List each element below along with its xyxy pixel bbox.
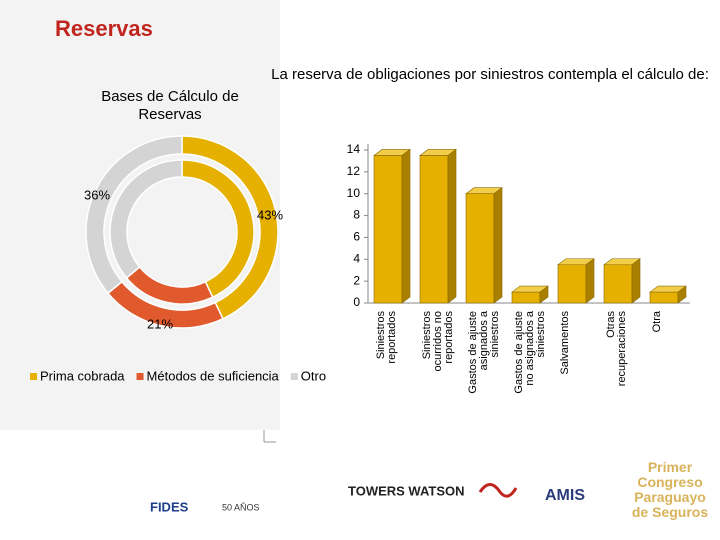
y-tick-label: 0 bbox=[353, 295, 360, 309]
donut-slice bbox=[85, 135, 183, 295]
logo-congreso: Primer Congreso Paraguayo de Seguros bbox=[631, 459, 709, 520]
tw-swirl bbox=[478, 483, 518, 498]
bar-side bbox=[401, 148, 411, 304]
bar bbox=[649, 291, 679, 304]
y-tick-label: 8 bbox=[353, 208, 360, 222]
slide-title: Reservas bbox=[55, 16, 153, 41]
bar-title: La reserva de obligaciones por siniestro… bbox=[271, 66, 709, 83]
y-tick-label: 14 bbox=[347, 142, 361, 156]
x-tick-label: Otra bbox=[651, 311, 663, 333]
legend-swatch bbox=[136, 373, 144, 380]
bar-side bbox=[493, 187, 503, 304]
data-label: 43% bbox=[257, 207, 283, 222]
x-tick-label: Gastos de ajuste asignados a siniestros bbox=[467, 311, 501, 394]
donut-slice bbox=[109, 159, 183, 279]
data-label: 21% bbox=[147, 316, 173, 331]
x-tick-label: Siniestros reportados bbox=[375, 311, 398, 364]
logo-amis: AMIS bbox=[545, 487, 585, 504]
x-tick-label: Salvamentos bbox=[559, 311, 571, 375]
y-tick-label: 6 bbox=[353, 230, 360, 244]
texture-panel bbox=[0, 0, 280, 430]
x-tick-label: Siniestros ocurridos no reportados bbox=[421, 311, 455, 372]
y-tick-label: 4 bbox=[353, 251, 360, 265]
donut-title: Bases de Cálculo de Reservas bbox=[101, 88, 239, 123]
legend-label: Prima cobrada bbox=[40, 368, 125, 383]
bar-side bbox=[585, 258, 595, 304]
logo-fides: FIDES bbox=[150, 499, 189, 514]
y-tick-label: 10 bbox=[347, 186, 361, 200]
bar bbox=[465, 193, 495, 304]
y-tick-label: 12 bbox=[347, 164, 361, 178]
bar bbox=[603, 264, 633, 304]
bar bbox=[511, 291, 541, 304]
bar bbox=[557, 264, 587, 304]
logo-towers-watson: TOWERS WATSON bbox=[348, 483, 465, 498]
x-tick-label: Otras recuperaciones bbox=[605, 311, 628, 387]
legend-swatch bbox=[290, 373, 298, 380]
bar-side bbox=[539, 285, 549, 304]
bar-side bbox=[447, 148, 457, 304]
x-tick-label: Gastos de ajuste no asignados a siniestr… bbox=[513, 311, 547, 394]
bar bbox=[419, 155, 449, 304]
legend-label: Otro bbox=[301, 368, 326, 383]
y-tick-label: 2 bbox=[353, 273, 360, 287]
bar-side bbox=[631, 258, 641, 304]
data-label: 36% bbox=[84, 187, 110, 202]
bar-title-text: La reserva de obligaciones por siniestro… bbox=[271, 66, 709, 83]
bar-side bbox=[677, 285, 687, 304]
logo-50: 50 AÑOS bbox=[222, 502, 260, 512]
legend-swatch bbox=[30, 373, 37, 380]
bar bbox=[373, 155, 403, 304]
legend-label: Métodos de suficiencia bbox=[147, 368, 280, 383]
